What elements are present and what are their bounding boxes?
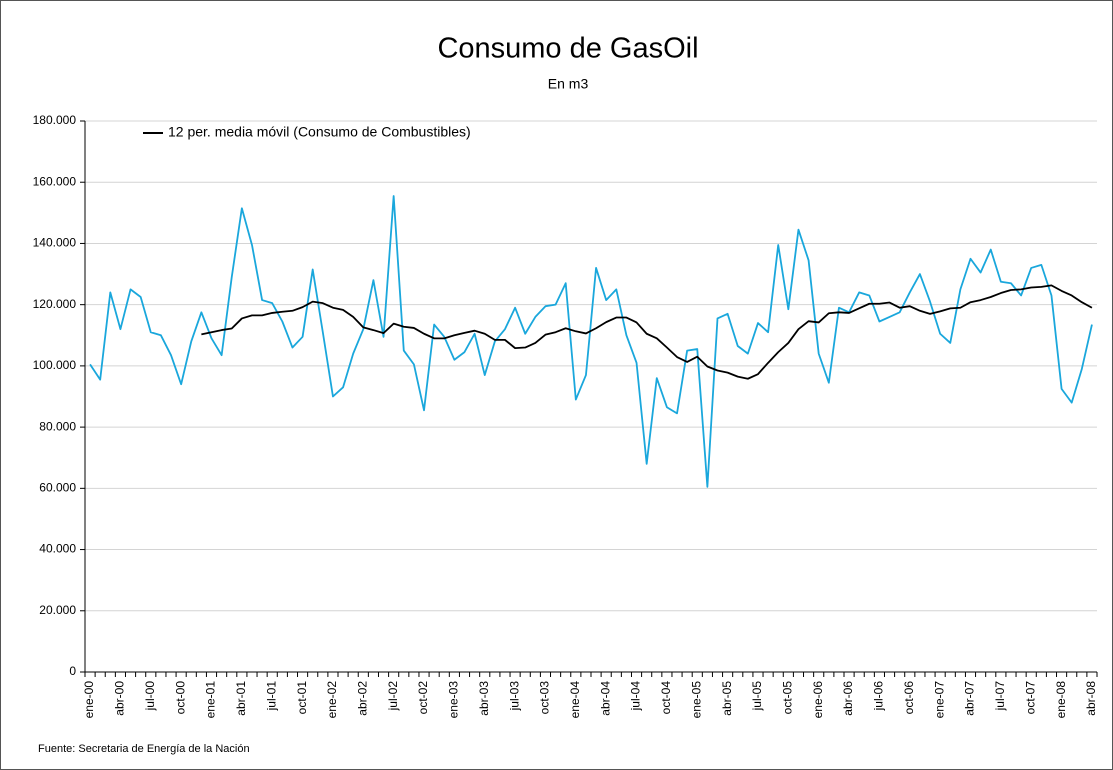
y-tick-label: 180.000 [33,113,77,127]
chart-subtitle: En m3 [548,76,589,92]
legend-label: 12 per. media móvil (Consumo de Combusti… [168,124,471,140]
x-tick-label: abr-05 [720,681,734,716]
x-tick-label: abr-08 [1084,681,1098,716]
x-tick-label: ene-08 [1054,681,1068,719]
series-line [201,284,1093,380]
x-tick-label: abr-02 [355,681,369,716]
y-tick-label: 80.000 [39,419,76,433]
y-tick-label: 40.000 [39,542,76,556]
y-tick-label: 20.000 [39,603,76,617]
y-tick-label: 60.000 [39,481,76,495]
x-tick-label: jul-04 [629,681,643,712]
y-tick-label: 100.000 [33,358,77,372]
x-tick-label: ene-02 [325,681,339,719]
x-tick-label: ene-01 [204,681,218,719]
y-tick-label: 140.000 [33,236,77,250]
x-tick-label: abr-01 [234,681,248,716]
source-note: Fuente: Secretaria de Energía de la Naci… [38,743,250,755]
y-tick-label: 0 [69,664,76,678]
x-tick-label: abr-07 [963,681,977,716]
x-tick-label: oct-06 [902,681,916,715]
x-tick-label: ene-04 [568,681,582,719]
x-tick-label: ene-05 [689,681,703,719]
y-tick-label: 160.000 [33,174,77,188]
x-tick-label: ene-07 [932,681,946,719]
x-tick-label: oct-00 [173,681,187,715]
x-tick-label: ene-00 [82,681,96,719]
x-tick-label: oct-05 [781,681,795,715]
x-tick-label: abr-00 [113,681,127,716]
x-tick-label: oct-07 [1023,681,1037,715]
x-tick-label: oct-03 [538,681,552,715]
x-tick-label: jul-07 [993,681,1007,712]
x-tick-label: ene-06 [811,681,825,719]
x-tick-label: jul-06 [872,681,886,712]
x-tick-label: jul-05 [750,681,764,712]
x-tick-label: abr-06 [841,681,855,716]
x-tick-label: jul-03 [507,681,521,712]
series-line [89,195,1093,488]
x-tick-label: jul-02 [386,681,400,712]
x-tick-label: oct-02 [416,681,430,715]
chart-title: Consumo de GasOil [437,33,698,65]
x-tick-label: oct-04 [659,681,673,715]
x-tick-label: ene-03 [447,681,461,719]
x-tick-label: jul-01 [264,681,278,712]
x-tick-label: jul-00 [143,681,157,712]
x-tick-label: abr-03 [477,681,491,716]
x-tick-label: abr-04 [598,681,612,716]
y-tick-label: 120.000 [33,297,77,311]
x-tick-label: oct-01 [295,681,309,715]
